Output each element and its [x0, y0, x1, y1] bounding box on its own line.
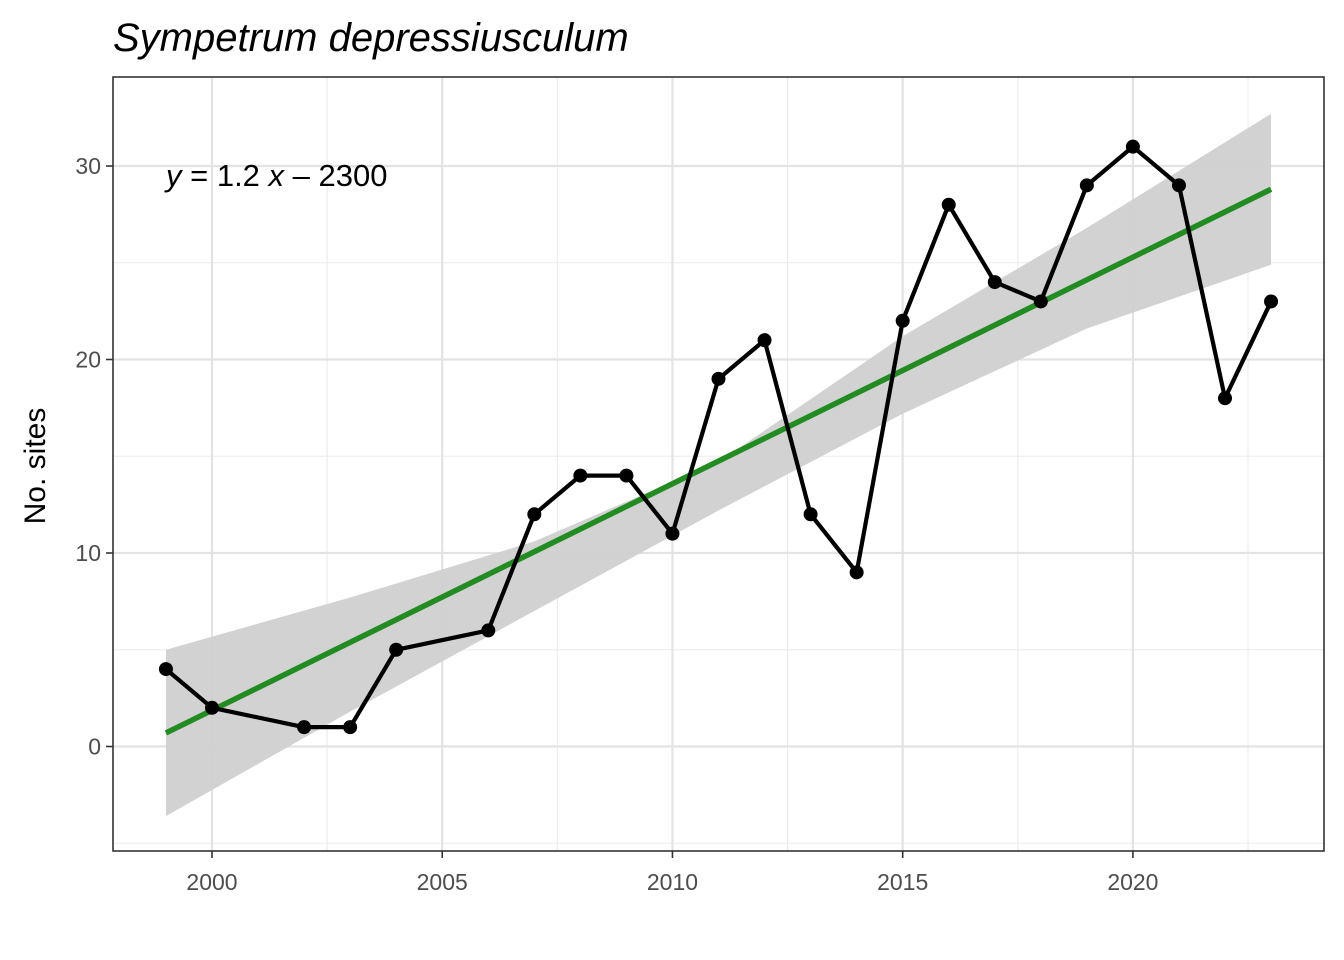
regression-equation: y = 1.2 x – 2300: [164, 158, 387, 193]
data-point: [204, 700, 219, 715]
equation-y: y: [164, 158, 184, 193]
data-point: [619, 468, 634, 483]
x-tick-label: 2020: [1107, 869, 1158, 895]
data-point: [895, 313, 910, 328]
x-tick-label: 2010: [647, 869, 698, 895]
data-point: [158, 662, 173, 677]
data-point: [1033, 294, 1048, 309]
y-axis: 0 10 20 30: [75, 153, 113, 760]
chart-title: Sympetrum depressiusculum: [113, 16, 629, 60]
y-tick-label: 30: [75, 153, 101, 179]
data-point: [665, 526, 680, 541]
data-point: [297, 720, 312, 735]
data-point: [1079, 178, 1094, 193]
y-tick-label: 20: [75, 347, 101, 373]
regression-line: [164, 186, 1273, 736]
series: [158, 139, 1279, 735]
equation-equals: = 1.2: [182, 158, 269, 193]
equation-rest: – 2300: [284, 158, 387, 193]
confidence-band-area: [165, 113, 1272, 817]
equation-x: x: [267, 158, 286, 193]
panel-border: [112, 76, 1325, 852]
data-point: [389, 642, 404, 657]
data-point: [987, 275, 1002, 290]
data-point: [527, 507, 542, 522]
x-tick-label: 2000: [186, 869, 237, 895]
x-tick-label: 2015: [877, 869, 928, 895]
y-tick-label: 0: [88, 734, 101, 760]
data-point: [481, 623, 496, 638]
data-point: [1125, 139, 1140, 154]
data-point: [849, 565, 864, 580]
y-tick-label: 10: [75, 540, 101, 566]
data-point: [711, 371, 726, 386]
data-point: [1264, 294, 1279, 309]
data-point: [343, 720, 358, 735]
x-axis: 2000 2005 2010 2015 2020: [186, 851, 1158, 895]
grid-major: [113, 77, 1324, 851]
y-axis-title: No. sites: [19, 408, 52, 525]
data-point: [941, 197, 956, 212]
data-point: [803, 507, 818, 522]
data-point: [1171, 178, 1186, 193]
data-point: [1218, 391, 1233, 406]
x-tick-label: 2005: [417, 869, 468, 895]
confidence-band: [165, 113, 1272, 817]
data-point: [573, 468, 588, 483]
data-point: [757, 333, 772, 348]
regression-fit-line: [164, 186, 1273, 736]
